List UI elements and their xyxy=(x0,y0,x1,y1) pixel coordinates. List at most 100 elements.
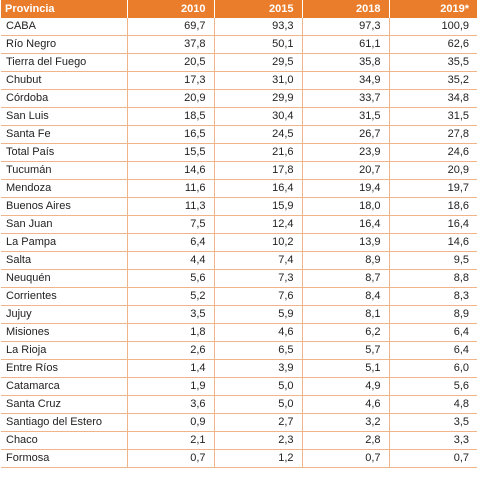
value-cell: 5,2 xyxy=(127,287,215,306)
table-row: Neuquén 5,6 7,3 8,7 8,8 xyxy=(1,269,477,288)
value-cell: 29,5 xyxy=(214,53,303,72)
table-row: Tierra del Fuego 20,5 29,5 35,8 35,5 xyxy=(1,53,477,72)
table-row: Tucumán 14,6 17,8 20,7 20,9 xyxy=(1,161,477,180)
value-cell: 20,9 xyxy=(127,89,215,108)
value-cell: 21,6 xyxy=(214,143,303,162)
value-cell: 6,5 xyxy=(214,341,303,360)
value-cell: 8,9 xyxy=(302,251,390,270)
value-cell: 61,1 xyxy=(302,35,390,54)
value-cell: 5,1 xyxy=(302,359,390,378)
value-cell: 6,4 xyxy=(127,233,215,252)
value-cell: 5,7 xyxy=(302,341,390,360)
value-cell: 1,9 xyxy=(127,377,215,396)
table-row: San Luis 18,5 30,4 31,5 31,5 xyxy=(1,107,477,126)
value-cell: 3,3 xyxy=(389,431,477,450)
province-name-cell: La Pampa xyxy=(1,233,128,252)
value-cell: 27,8 xyxy=(389,125,477,144)
value-cell: 7,6 xyxy=(214,287,303,306)
province-name-cell: Jujuy xyxy=(1,305,128,324)
table-row: Mendoza 11,6 16,4 19,4 19,7 xyxy=(1,179,477,198)
value-cell: 6,4 xyxy=(389,323,477,342)
value-cell: 35,8 xyxy=(302,53,390,72)
value-cell: 2,7 xyxy=(214,413,303,432)
province-name-cell: Córdoba xyxy=(1,89,128,108)
value-cell: 24,5 xyxy=(214,125,303,144)
province-name-cell: Tucumán xyxy=(1,161,128,180)
value-cell: 2,8 xyxy=(302,431,390,450)
province-name-cell: Formosa xyxy=(1,449,128,468)
value-cell: 15,9 xyxy=(214,197,303,216)
value-cell: 9,5 xyxy=(389,251,477,270)
province-name-cell: Neuquén xyxy=(1,269,128,288)
value-cell: 4,6 xyxy=(214,323,303,342)
value-cell: 17,3 xyxy=(127,71,215,90)
value-cell: 35,5 xyxy=(389,53,477,72)
value-cell: 31,5 xyxy=(389,107,477,126)
value-cell: 19,4 xyxy=(302,179,390,198)
value-cell: 6,0 xyxy=(389,359,477,378)
value-cell: 4,4 xyxy=(127,251,215,270)
value-cell: 18,5 xyxy=(127,107,215,126)
value-cell: 5,6 xyxy=(389,377,477,396)
province-name-cell: Santa Cruz xyxy=(1,395,128,414)
table-row: Formosa 0,7 1,2 0,7 0,7 xyxy=(1,449,477,468)
province-name-cell: Chubut xyxy=(1,71,128,90)
value-cell: 2,6 xyxy=(127,341,215,360)
value-cell: 4,8 xyxy=(389,395,477,414)
table-row: Misiones 1,8 4,6 6,2 6,4 xyxy=(1,323,477,342)
value-cell: 8,8 xyxy=(389,269,477,288)
value-cell: 3,6 xyxy=(127,395,215,414)
value-cell: 20,9 xyxy=(389,161,477,180)
value-cell: 24,6 xyxy=(389,143,477,162)
province-name-cell: Santiago del Estero xyxy=(1,413,128,432)
value-cell: 16,4 xyxy=(302,215,390,234)
value-cell: 26,7 xyxy=(302,125,390,144)
table-row: Corrientes 5,2 7,6 8,4 8,3 xyxy=(1,287,477,306)
table-row: Jujuy 3,5 5,9 8,1 8,9 xyxy=(1,305,477,324)
province-name-cell: Buenos Aires xyxy=(1,197,128,216)
value-cell: 100,9 xyxy=(389,18,477,36)
province-name-cell: La Rioja xyxy=(1,341,128,360)
table-header: Provincia 2010 2015 2018 2019* xyxy=(1,0,477,18)
province-name-cell: San Juan xyxy=(1,215,128,234)
value-cell: 5,6 xyxy=(127,269,215,288)
value-cell: 16,4 xyxy=(214,179,303,198)
value-cell: 7,3 xyxy=(214,269,303,288)
value-cell: 62,6 xyxy=(389,35,477,54)
province-name-cell: Santa Fe xyxy=(1,125,128,144)
province-name-cell: Chaco xyxy=(1,431,128,450)
header-2018: 2018 xyxy=(302,0,390,18)
value-cell: 3,5 xyxy=(127,305,215,324)
table-row: Buenos Aires 11,3 15,9 18,0 18,6 xyxy=(1,197,477,216)
province-data-table: Provincia 2010 2015 2018 2019* CABA 69,7 9… xyxy=(1,0,477,468)
value-cell: 19,7 xyxy=(389,179,477,198)
table-body: CABA 69,7 93,3 97,3 100,9 Río Negro 37,8 50,1 61… xyxy=(1,18,477,468)
value-cell: 4,9 xyxy=(302,377,390,396)
table-row: Entre Ríos 1,4 3,9 5,1 6,0 xyxy=(1,359,477,378)
province-name-cell: Corrientes xyxy=(1,287,128,306)
value-cell: 15,5 xyxy=(127,143,215,162)
province-name-cell: Entre Ríos xyxy=(1,359,128,378)
value-cell: 1,4 xyxy=(127,359,215,378)
province-name-cell: Salta xyxy=(1,251,128,270)
value-cell: 3,9 xyxy=(214,359,303,378)
table-row: CABA 69,7 93,3 97,3 100,9 xyxy=(1,18,477,36)
table-row: Santa Cruz 3,6 5,0 4,6 4,8 xyxy=(1,395,477,414)
table-row: La Rioja 2,6 6,5 5,7 6,4 xyxy=(1,341,477,360)
province-name-cell: Total País xyxy=(1,143,128,162)
province-name-cell: Río Negro xyxy=(1,35,128,54)
value-cell: 14,6 xyxy=(389,233,477,252)
table-row: Catamarca 1,9 5,0 4,9 5,6 xyxy=(1,377,477,396)
province-name-cell: Mendoza xyxy=(1,179,128,198)
value-cell: 8,4 xyxy=(302,287,390,306)
value-cell: 3,5 xyxy=(389,413,477,432)
value-cell: 1,2 xyxy=(214,449,303,468)
value-cell: 33,7 xyxy=(302,89,390,108)
value-cell: 8,9 xyxy=(389,305,477,324)
value-cell: 97,3 xyxy=(302,18,390,36)
value-cell: 14,6 xyxy=(127,161,215,180)
table-row: Santa Fe 16,5 24,5 26,7 27,8 xyxy=(1,125,477,144)
value-cell: 35,2 xyxy=(389,71,477,90)
value-cell: 0,7 xyxy=(389,449,477,468)
table-row: Salta 4,4 7,4 8,9 9,5 xyxy=(1,251,477,270)
